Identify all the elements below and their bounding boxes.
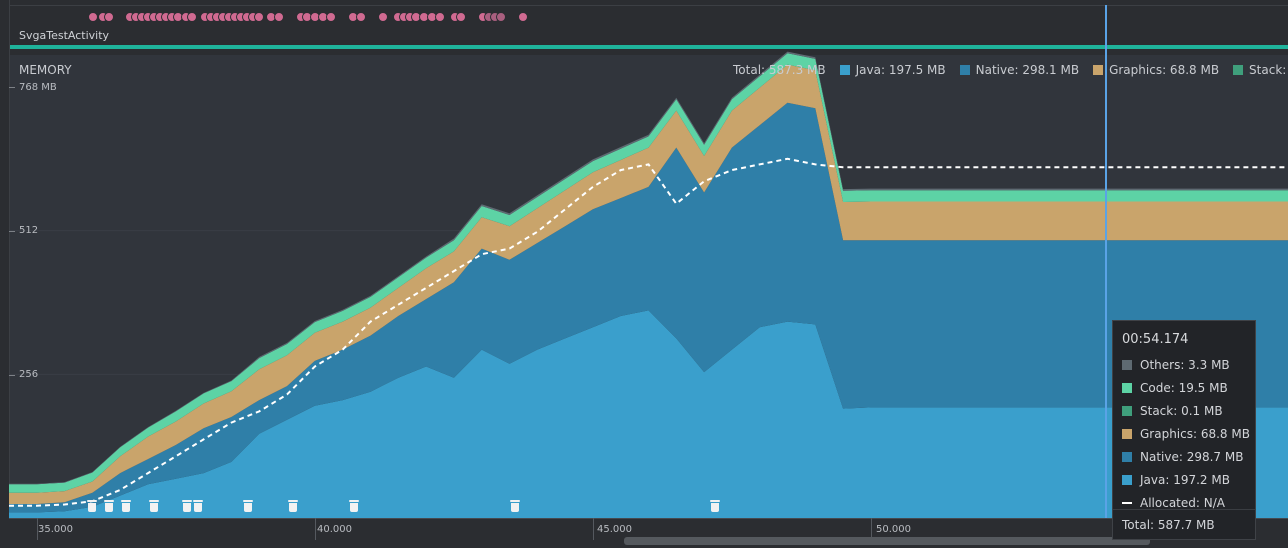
legend-native: Native: 298.1 MB bbox=[959, 63, 1080, 77]
tooltip-java-label: Java: 197.2 MB bbox=[1140, 473, 1230, 487]
tooltip-code-label: Code: 19.5 MB bbox=[1140, 381, 1228, 395]
gc-trash-icon[interactable] bbox=[288, 500, 298, 512]
area-code bbox=[9, 53, 1288, 493]
tooltip-row-native: Native: 298.7 MB bbox=[1122, 450, 1243, 464]
tooltip-time: 00:54.174 bbox=[1122, 332, 1189, 347]
gc-trash-icon[interactable] bbox=[149, 500, 159, 512]
gc-trash-icon[interactable] bbox=[510, 500, 520, 512]
x-tick-35000: 35.000 bbox=[38, 524, 73, 535]
gc-trash-icon[interactable] bbox=[243, 500, 253, 512]
tooltip-stack-swatch bbox=[1122, 406, 1132, 416]
gc-trash-icon[interactable] bbox=[87, 500, 97, 512]
tooltip-java-swatch bbox=[1122, 475, 1132, 485]
gc-trash-icon[interactable] bbox=[121, 500, 131, 512]
y-tick-768: 768 MB bbox=[19, 82, 57, 93]
tooltip-graphics-swatch bbox=[1122, 429, 1132, 439]
y-tick-256: 256 bbox=[19, 369, 39, 380]
area-java bbox=[9, 310, 1288, 518]
area-graphics bbox=[9, 64, 1288, 504]
tooltip-stack-label: Stack: 0.1 MB bbox=[1140, 404, 1223, 418]
y-tickline-768 bbox=[9, 87, 15, 88]
x-tickline-40 bbox=[315, 518, 316, 540]
memory-tooltip: 00:54.174 Others: 3.3 MB Code: 19.5 MB S… bbox=[1112, 320, 1256, 540]
legend-java: Java: 197.5 MB bbox=[839, 63, 946, 77]
activity-label: SvgaTestActivity bbox=[19, 29, 110, 42]
y-tick-512: 512 bbox=[19, 225, 39, 236]
legend-java-swatch bbox=[839, 65, 850, 75]
user-event-dot[interactable] bbox=[187, 12, 197, 22]
x-tickline-50 bbox=[871, 518, 872, 540]
x-tickline-35 bbox=[37, 518, 38, 540]
line-allocated bbox=[9, 157, 1288, 507]
user-event-dot[interactable] bbox=[496, 12, 506, 22]
activity-lifecycle-bar[interactable] bbox=[9, 45, 1288, 49]
tooltip-row-allocated: Allocated: N/A bbox=[1122, 496, 1225, 510]
tooltip-native-label: Native: 298.7 MB bbox=[1140, 450, 1244, 464]
user-event-dot[interactable] bbox=[378, 12, 388, 22]
tooltip-row-graphics: Graphics: 68.8 MB bbox=[1122, 427, 1250, 441]
legend-total: Total: 587.3 MB bbox=[733, 63, 826, 77]
legend-stack-swatch bbox=[1233, 65, 1244, 75]
legend-graphics: Graphics: 68.8 MB bbox=[1093, 63, 1219, 77]
tooltip-graphics-label: Graphics: 68.8 MB bbox=[1140, 427, 1250, 441]
x-tick-40000: 40.000 bbox=[317, 524, 352, 535]
gc-trash-icon[interactable] bbox=[182, 500, 192, 512]
tooltip-row-java: Java: 197.2 MB bbox=[1122, 473, 1230, 487]
tooltip-native-swatch bbox=[1122, 452, 1132, 462]
legend-stack: Stack: 0 bbox=[1233, 63, 1288, 77]
gc-trash-icon[interactable] bbox=[193, 500, 203, 512]
legend-native-swatch bbox=[959, 65, 970, 75]
gc-trash-icon[interactable] bbox=[104, 500, 114, 512]
legend-java-label: Java: 197.5 MB bbox=[855, 63, 946, 77]
gc-trash-icon[interactable] bbox=[710, 500, 720, 512]
user-event-dot[interactable] bbox=[254, 12, 264, 22]
legend-graphics-label: Graphics: 68.8 MB bbox=[1109, 63, 1220, 77]
tooltip-separator bbox=[1113, 509, 1255, 510]
horizontal-scrollbar-thumb[interactable] bbox=[624, 537, 1150, 545]
tooltip-row-stack: Stack: 0.1 MB bbox=[1122, 404, 1223, 418]
y-tickline-256 bbox=[9, 375, 15, 376]
user-event-dot[interactable] bbox=[518, 12, 528, 22]
user-event-dot[interactable] bbox=[456, 12, 466, 22]
user-event-dot[interactable] bbox=[274, 12, 284, 22]
tooltip-others-label: Others: 3.3 MB bbox=[1140, 358, 1230, 372]
tooltip-allocated-label: Allocated: N/A bbox=[1140, 496, 1225, 510]
legend-stack-label: Stack: 0 bbox=[1249, 63, 1288, 77]
tooltip-row-others: Others: 3.3 MB bbox=[1122, 358, 1230, 372]
left-gutter bbox=[0, 0, 10, 547]
user-event-dot[interactable] bbox=[326, 12, 336, 22]
tooltip-total: Total: 587.7 MB bbox=[1122, 518, 1215, 532]
user-event-dot[interactable] bbox=[435, 12, 445, 22]
legend-total-label: Total: 587.3 MB bbox=[733, 63, 826, 77]
legend-native-label: Native: 298.1 MB bbox=[975, 63, 1080, 77]
tooltip-others-swatch bbox=[1122, 360, 1132, 370]
user-event-dot[interactable] bbox=[356, 12, 366, 22]
tooltip-allocated-dash bbox=[1122, 502, 1132, 504]
memory-title: MEMORY bbox=[19, 63, 72, 77]
y-tickline-512 bbox=[9, 231, 15, 232]
memory-legend: Total: 587.3 MB Java: 197.5 MB Native: 2… bbox=[733, 63, 1288, 77]
user-event-dot[interactable] bbox=[104, 12, 114, 22]
user-event-dot[interactable] bbox=[88, 12, 98, 22]
track-divider bbox=[0, 5, 1288, 6]
x-tickline-45 bbox=[593, 518, 594, 540]
time-cursor-line[interactable] bbox=[1105, 5, 1107, 518]
x-tick-50000: 50.000 bbox=[876, 524, 911, 535]
x-tick-45000: 45.000 bbox=[597, 524, 632, 535]
area-native bbox=[9, 102, 1288, 513]
legend-graphics-swatch bbox=[1093, 65, 1104, 75]
tooltip-code-swatch bbox=[1122, 383, 1132, 393]
gc-trash-icon[interactable] bbox=[349, 500, 359, 512]
tooltip-row-code: Code: 19.5 MB bbox=[1122, 381, 1228, 395]
